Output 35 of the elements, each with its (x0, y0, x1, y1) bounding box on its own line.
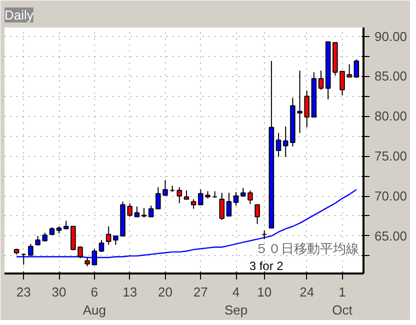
x-tick-label: 24 (300, 284, 314, 300)
x-tick-label: 6 Aug (82, 284, 106, 318)
x-tick-label: 23 (16, 284, 31, 300)
candlestick (134, 206, 140, 218)
candlestick (354, 58, 360, 78)
y-tick-label: 80.00 (374, 108, 408, 124)
y-tick-label: 70.00 (374, 188, 408, 204)
chart-title: Daily (4, 8, 34, 22)
candlestick (176, 186, 182, 204)
candlestick (318, 70, 324, 90)
candlestick (248, 190, 253, 205)
x-tick-label: 10 (257, 284, 272, 300)
candlestick (98, 239, 104, 252)
candlestick (148, 205, 154, 218)
candlestick (233, 192, 239, 206)
candlestick (141, 208, 147, 218)
candlestick (106, 226, 112, 246)
candlestick (276, 132, 282, 158)
candlestick (254, 204, 260, 224)
candlestick (282, 126, 288, 158)
series-label: ５０日移動平均線 (254, 242, 359, 258)
candlestick (226, 192, 232, 216)
y-tick-label: 85.00 (374, 68, 408, 84)
x-tick-label: 13 (122, 284, 138, 300)
x-tick-label: 4 Sep (224, 284, 248, 318)
y-tick-label: 75.00 (374, 148, 408, 164)
x-tick-label: 20 (158, 284, 172, 300)
candlestick (190, 198, 196, 210)
x-tick-label: 30 (52, 284, 66, 300)
annotation: 3 for 2 (249, 259, 284, 274)
y-tick-label: 65.00 (374, 228, 408, 244)
x-tick-label: 1 Oct (332, 284, 353, 318)
x-tick-label: 27 (193, 284, 208, 300)
y-tick-label: 90.00 (374, 28, 408, 44)
candlestick (219, 192, 225, 220)
